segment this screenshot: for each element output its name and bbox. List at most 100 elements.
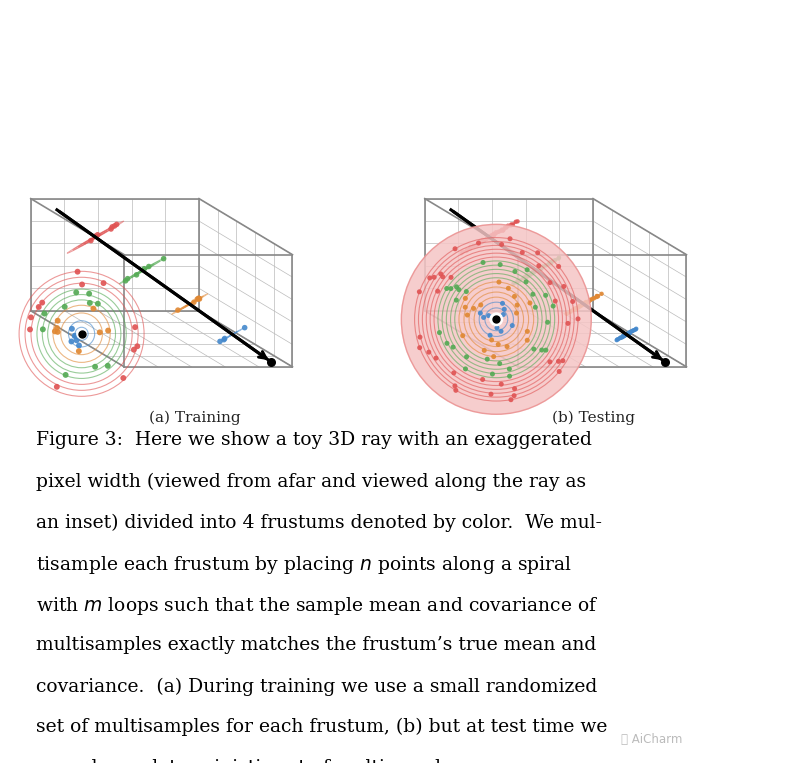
Point [193, 292, 205, 304]
Text: an inset) divided into 4 frustums denoted by color.  We mul-: an inset) divided into 4 frustums denote… [36, 513, 602, 532]
Point [461, 244, 474, 256]
Point [521, 264, 533, 276]
Point [549, 295, 562, 307]
Point [534, 261, 547, 273]
Point [540, 259, 552, 272]
Point [537, 260, 549, 272]
Circle shape [401, 224, 591, 414]
Point [614, 332, 626, 344]
Point [494, 225, 507, 237]
Point [583, 295, 595, 307]
Point [583, 294, 596, 306]
Point [496, 298, 509, 310]
Point [84, 234, 97, 246]
Point [70, 334, 83, 346]
Point [546, 255, 559, 267]
Point [495, 238, 508, 250]
Point [467, 302, 480, 314]
Point [51, 314, 64, 327]
Point [497, 308, 509, 320]
Point [455, 247, 468, 259]
Point [87, 302, 100, 314]
Point [68, 330, 81, 342]
Point [50, 381, 63, 393]
Point [526, 288, 539, 301]
Point [474, 236, 486, 248]
Point [561, 317, 574, 330]
Point [51, 326, 64, 338]
Point [590, 291, 603, 303]
Text: Figure 3:  Here we show a toy 3D ray with an exaggerated: Figure 3: Here we show a toy 3D ray with… [36, 431, 591, 449]
Point [75, 328, 88, 340]
Point [616, 330, 629, 343]
Point [461, 309, 474, 321]
Point [581, 297, 594, 309]
Point [611, 334, 623, 346]
Point [478, 311, 490, 324]
Point [486, 334, 498, 346]
Point [494, 259, 506, 271]
Point [476, 373, 489, 385]
Point [579, 297, 591, 309]
Point [626, 325, 639, 337]
Point [473, 238, 486, 250]
Point [413, 342, 426, 354]
Point [497, 224, 509, 237]
Point [486, 231, 498, 243]
Point [509, 266, 521, 278]
Point [630, 323, 642, 335]
Point [591, 290, 603, 302]
Text: covariance.  (a) During training we use a small randomized: covariance. (a) During training we use a… [36, 678, 597, 696]
Point [564, 305, 577, 317]
Point [545, 256, 558, 269]
Point [488, 228, 501, 240]
Point [524, 297, 537, 309]
Text: set of multisamples for each frustum, (b) but at test time we: set of multisamples for each frustum, (b… [36, 718, 607, 736]
Point [520, 269, 533, 282]
Point [463, 243, 476, 255]
Point [569, 304, 582, 316]
Point [566, 295, 579, 307]
Point [587, 292, 600, 304]
Point [568, 303, 580, 315]
Point [492, 226, 505, 238]
Point [472, 237, 485, 250]
Point [492, 338, 505, 350]
Point [572, 301, 585, 314]
Point [486, 368, 499, 380]
Point [483, 231, 496, 243]
Point [511, 215, 524, 227]
Point [618, 330, 631, 342]
Point [217, 333, 230, 346]
Point [496, 224, 509, 236]
Point [495, 378, 508, 390]
Point [524, 269, 537, 281]
Point [617, 330, 630, 342]
Point [533, 263, 545, 275]
Point [530, 265, 543, 277]
Point [625, 325, 638, 337]
Point [576, 299, 588, 311]
Point [544, 256, 556, 269]
Point [70, 286, 83, 298]
Point [138, 262, 150, 275]
Point [586, 293, 599, 305]
Point [474, 299, 487, 311]
Point [509, 216, 522, 228]
Point [111, 218, 123, 230]
Point [487, 311, 500, 323]
Point [92, 229, 104, 241]
Point [533, 259, 545, 272]
Point [474, 307, 486, 319]
Text: multisamples exactly matches the frustum’s true mean and: multisamples exactly matches the frustum… [36, 636, 596, 655]
Point [623, 327, 636, 339]
Point [470, 240, 483, 252]
Point [494, 357, 506, 369]
Point [487, 350, 500, 362]
Point [560, 307, 573, 320]
Point [464, 241, 477, 253]
Point [413, 285, 426, 298]
Point [450, 294, 462, 306]
Point [567, 304, 579, 316]
Point [552, 252, 565, 264]
